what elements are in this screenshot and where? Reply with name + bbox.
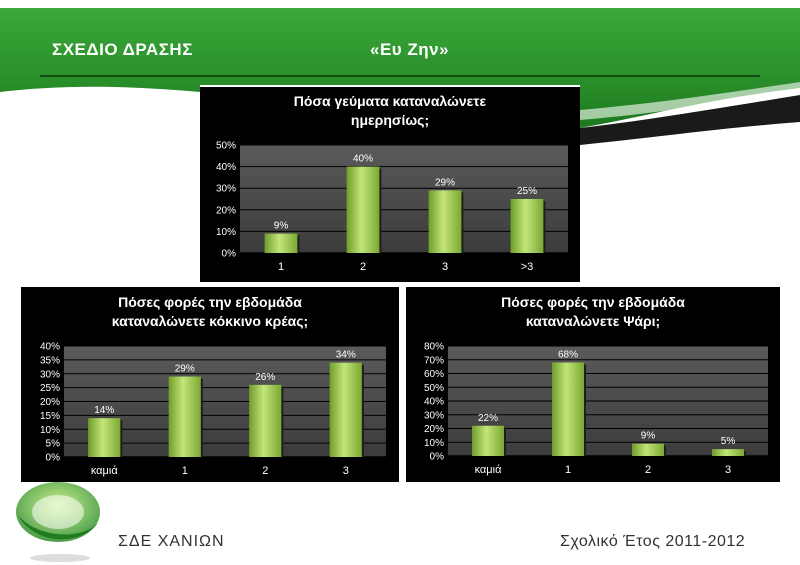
data-label: 22% — [478, 413, 498, 424]
data-label: 25% — [517, 186, 537, 197]
bar — [168, 376, 201, 457]
y-tick-label: 15% — [40, 411, 60, 422]
y-tick-label: 0% — [46, 453, 61, 464]
bar — [428, 190, 462, 253]
y-tick-label: 10% — [424, 438, 444, 449]
x-tick-label: 2 — [262, 465, 268, 477]
bar — [249, 384, 282, 457]
logo-icon — [16, 482, 100, 562]
bar — [329, 362, 362, 457]
y-tick-label: 0% — [430, 452, 445, 463]
data-label: 29% — [435, 177, 455, 188]
bar — [632, 443, 664, 456]
x-tick-label: καμιά — [91, 465, 119, 477]
y-tick-label: 40% — [40, 342, 60, 353]
bar-chart-meals: 0% 10% 20% 30% 40% 50% 9% 1 40% 2 29% 3 25% >3 — [216, 141, 569, 273]
y-tick-label: 0% — [222, 249, 237, 260]
y-tick-label: 50% — [216, 141, 236, 152]
chart-title: Πόσα γεύματα καταναλώνετε ημερησίως; — [293, 93, 487, 128]
footer-school-year: Σχολικό Έτος 2011-2012 — [560, 533, 746, 550]
data-label: 14% — [94, 405, 114, 416]
x-tick-label: 1 — [565, 464, 571, 476]
y-tick-label: 25% — [40, 383, 60, 394]
slogan: «Ευ Ζην» — [370, 40, 450, 59]
bar-chart-red-meat: 0% 5% 10% 15% 20% 25% 30% 35% 40% 14% καμιά 29% 1 26%… — [40, 342, 387, 477]
data-label: 29% — [175, 364, 195, 375]
x-tick-label: 2 — [360, 261, 366, 273]
chart-title: Πόσες φορές την εβδομάδα καταναλώνετε κό… — [111, 294, 309, 329]
bar — [346, 166, 380, 253]
data-label: 5% — [721, 436, 736, 447]
bar — [88, 418, 121, 457]
y-tick-label: 35% — [40, 355, 60, 366]
chart-panel-red-meat: 0% 5% 10% 15% 20% 25% 30% 35% 40% 14% καμιά 29% 1 26%… — [21, 287, 399, 482]
footer-organization: ΣΔΕ ΧΑΝΙΩΝ — [118, 533, 225, 550]
data-label: 26% — [255, 372, 275, 383]
y-tick-label: 30% — [216, 184, 236, 195]
chart-panel-fish: 0% 10% 20% 30% 40% 50% 60% 70% 80% 22% καμιά 68% 1 9%… — [406, 287, 780, 482]
bar — [712, 449, 744, 456]
bar — [510, 199, 544, 253]
y-tick-label: 40% — [216, 162, 236, 173]
header-banner — [0, 0, 800, 145]
y-tick-label: 80% — [424, 342, 444, 353]
x-tick-label: καμιά — [475, 464, 503, 476]
y-tick-label: 60% — [424, 369, 444, 380]
data-label: 34% — [336, 350, 356, 361]
x-tick-label: 3 — [442, 261, 448, 273]
y-tick-label: 5% — [46, 439, 61, 450]
y-tick-label: 20% — [40, 397, 60, 408]
x-tick-label: 3 — [343, 465, 349, 477]
y-tick-label: 20% — [216, 205, 236, 216]
page-title: ΣΧΕΔΙΟ ΔΡΑΣΗΣ — [52, 40, 193, 59]
data-label: 68% — [558, 350, 578, 361]
bar — [264, 233, 298, 253]
data-label: 9% — [274, 221, 289, 232]
y-tick-label: 30% — [424, 410, 444, 421]
chart-panel-meals: 0% 10% 20% 30% 40% 50% 9% 1 40% 2 29% 3 25% >3 Πόσα γ… — [200, 87, 580, 282]
y-tick-label: 70% — [424, 355, 444, 366]
bar — [552, 362, 584, 456]
y-tick-label: 20% — [424, 424, 444, 435]
bar — [472, 425, 504, 456]
x-tick-label: 1 — [182, 465, 188, 477]
x-tick-label: 1 — [278, 261, 284, 273]
x-tick-label: 2 — [645, 464, 651, 476]
data-label: 40% — [353, 154, 373, 165]
y-tick-label: 10% — [216, 227, 236, 238]
y-tick-label: 30% — [40, 369, 60, 380]
bar-chart-fish: 0% 10% 20% 30% 40% 50% 60% 70% 80% 22% καμιά 68% 1 9%… — [424, 342, 769, 476]
x-tick-label: 3 — [725, 464, 731, 476]
y-tick-label: 10% — [40, 425, 60, 436]
data-label: 9% — [641, 431, 656, 442]
chart-title: Πόσες φορές την εβδομάδα καταναλώνετε Ψά… — [501, 294, 685, 329]
y-tick-label: 40% — [424, 397, 444, 408]
y-tick-label: 50% — [424, 383, 444, 394]
x-tick-label: >3 — [521, 261, 534, 273]
